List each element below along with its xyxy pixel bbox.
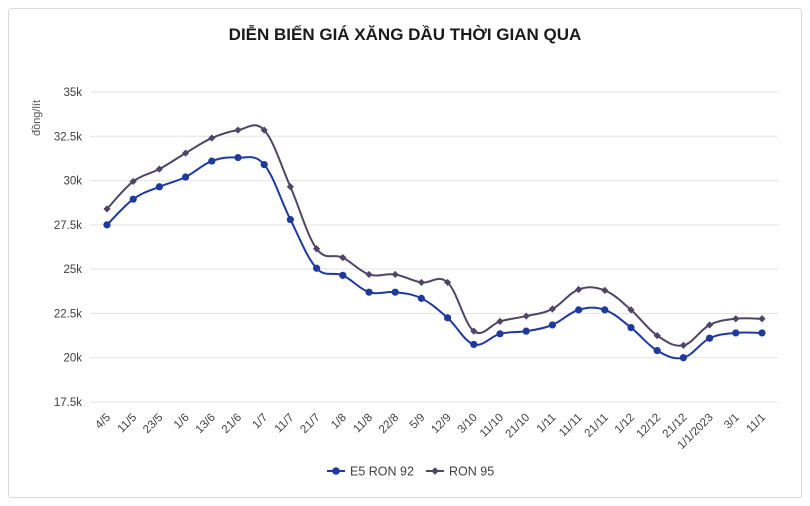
data-point — [653, 331, 661, 340]
x-tick-label: 21/11 — [583, 412, 611, 440]
data-point — [496, 317, 504, 325]
x-tick-label: 4/5 — [93, 412, 113, 432]
y-axis-label: đồng/lít — [31, 100, 43, 136]
x-tick-label: 12/9 — [429, 412, 453, 436]
data-point — [260, 161, 268, 169]
x-tick-label: 11/11 — [557, 412, 585, 440]
series-markers — [103, 126, 766, 362]
x-tick-label: 11/5 — [116, 412, 140, 436]
data-point — [391, 288, 399, 296]
legend-label: RON 95 — [449, 465, 494, 479]
data-point — [470, 340, 478, 349]
data-point — [444, 278, 452, 287]
data-point — [706, 321, 714, 329]
data-point — [601, 306, 609, 314]
x-tick-label: 1/11 — [535, 412, 559, 436]
y-tick-label: 27.5k — [54, 220, 82, 232]
data-point — [365, 270, 373, 279]
y-tick-label: 17.5k — [54, 397, 82, 409]
x-tick-label: 1/8 — [329, 412, 349, 432]
data-point — [679, 341, 687, 349]
y-tick-label: 20k — [63, 353, 82, 365]
x-tick-labels: 4/5 11/5 23/5 1/6 13/6 21/6 1/7 11/7 21/7 1/8 11/8… — [93, 412, 768, 452]
x-tick-label: 21/10 — [503, 412, 532, 441]
data-point — [732, 329, 740, 337]
data-point — [208, 134, 216, 142]
data-point — [679, 354, 688, 362]
data-point — [286, 183, 294, 191]
data-point — [234, 126, 242, 134]
data-point — [129, 195, 137, 203]
data-point — [339, 254, 347, 262]
y-tick-label: 30k — [63, 176, 82, 188]
series-line-1 — [106, 124, 763, 347]
x-tick-label: 11/8 — [351, 412, 375, 436]
data-point — [653, 347, 661, 355]
data-point — [627, 306, 635, 314]
data-point — [417, 278, 425, 287]
x-tick-label: 13/6 — [194, 412, 218, 436]
data-point — [627, 324, 635, 332]
data-point — [522, 327, 530, 335]
series-lines — [106, 124, 763, 360]
legend-marker — [332, 467, 340, 475]
data-point — [155, 165, 163, 173]
data-point — [548, 321, 557, 329]
data-point — [286, 215, 294, 224]
data-point — [548, 305, 556, 313]
data-point — [575, 285, 583, 294]
x-tick-label: 12/12 — [634, 412, 663, 441]
series-line-0 — [106, 156, 763, 360]
legend-label: E5 RON 92 — [350, 465, 414, 479]
y-tick-labels: 17.5k 20k 22.5k 25k 27.5k 30k 32.5k 35k — [54, 87, 82, 409]
data-point — [103, 205, 111, 213]
gridlines — [90, 91, 778, 403]
data-point — [313, 264, 321, 272]
data-point — [129, 177, 137, 186]
data-point — [339, 271, 347, 279]
data-point — [365, 288, 373, 296]
data-point — [313, 245, 321, 253]
x-tick-label: 11/7 — [273, 412, 297, 436]
x-tick-label: 21/7 — [298, 412, 322, 436]
x-tick-label: 1/6 — [172, 412, 192, 432]
x-tick-label: 21/6 — [220, 412, 244, 436]
data-point — [470, 327, 478, 335]
chart-frame — [8, 8, 802, 498]
data-point — [155, 183, 163, 191]
x-tick-label: 11/1 — [744, 412, 768, 436]
data-point — [732, 315, 740, 323]
data-point — [444, 314, 452, 322]
x-tick-label: 11/10 — [478, 412, 506, 440]
data-point — [182, 149, 190, 157]
y-tick-label: 22.5k — [54, 308, 82, 320]
data-point — [103, 221, 111, 229]
data-point — [391, 270, 399, 279]
data-point — [208, 157, 216, 165]
x-tick-label: 5/9 — [408, 412, 428, 432]
data-point — [417, 294, 425, 302]
x-tick-label: 3/10 — [456, 412, 480, 436]
y-tick-label: 32.5k — [54, 131, 82, 143]
y-tick-label: 25k — [63, 264, 82, 276]
data-point — [182, 173, 190, 181]
x-tick-label: 3/1 — [722, 412, 742, 432]
chart-title: DIỄN BIẾN GIÁ XĂNG DẦU THỜI GIAN QUA — [229, 25, 582, 44]
data-point — [522, 312, 530, 320]
data-point — [758, 329, 766, 337]
data-point — [260, 126, 268, 134]
x-tick-label: 23/5 — [141, 412, 165, 436]
y-tick-label: 35k — [63, 87, 82, 99]
legend: E5 RON 92 RON 95 — [327, 465, 494, 479]
data-point — [496, 330, 504, 338]
x-tick-label: 22/8 — [377, 412, 401, 436]
legend-marker — [431, 467, 439, 475]
data-point — [234, 153, 242, 162]
data-point — [601, 286, 609, 294]
data-point — [706, 334, 714, 342]
data-point — [575, 306, 583, 314]
x-tick-label: 1/7 — [251, 412, 271, 432]
data-point — [758, 315, 766, 323]
